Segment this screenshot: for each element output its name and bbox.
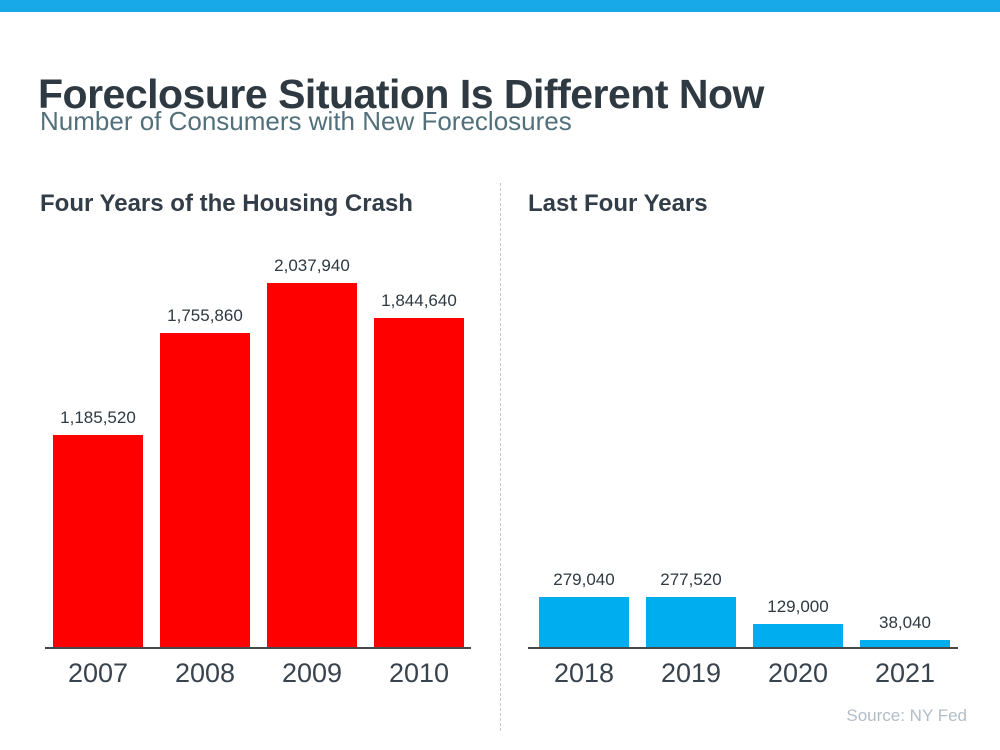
bar-value-label: 1,844,640 [381,291,457,310]
x-axis-label-2021: 2021 [874,658,936,688]
chart-title-housing-crash: Four Years of the Housing Crash [40,190,413,217]
x-axis-label-2020: 2020 [767,658,829,688]
bar-fill-2019 [646,597,736,647]
bar-2021: 38,040 [860,247,950,647]
bar-value-label: 279,040 [553,570,615,589]
x-axis-label-2010: 2010 [388,658,450,688]
bar-fill-2010 [374,318,464,647]
x-axis-line-housing-crash [45,647,471,649]
bar-value-label: 2,037,940 [274,256,350,275]
bars-last-four-years: 279,040 277,520 129,000 38,040 [539,247,950,647]
bar-2020: 129,000 [753,247,843,647]
page-title: Foreclosure Situation Is Different Now [38,71,764,118]
bar-value-label: 277,520 [660,570,722,589]
x-axis-label-2019: 2019 [660,658,722,688]
bar-fill-2018 [539,597,629,647]
bar-2007: 1,185,520 [53,247,143,647]
bar-fill-2021 [860,640,950,647]
bar-2019: 277,520 [646,247,736,647]
bar-value-label: 38,040 [879,613,931,632]
bar-value-label: 129,000 [767,597,829,616]
x-axis-label-2018: 2018 [553,658,615,688]
section-divider-dashed-line [500,183,501,731]
bar-value-label: 1,185,520 [60,408,136,427]
chart-title-last-four-years: Last Four Years [528,190,708,217]
top-accent-bar [0,0,1000,12]
page-subtitle: Number of Consumers with New Foreclosure… [40,106,572,136]
bar-fill-2020 [753,624,843,647]
x-axis-labels-last-four-years: 2018 2019 2020 2021 [539,658,950,689]
source-credit: Source: NY Fed [846,706,967,725]
bar-value-label: 1,755,860 [167,306,243,325]
bar-fill-2007 [53,435,143,647]
bar-fill-2009 [267,283,357,647]
bar-2008: 1,755,860 [160,247,250,647]
x-axis-line-last-four-years [528,647,958,649]
x-axis-label-2009: 2009 [281,658,343,688]
x-axis-labels-housing-crash: 2007 2008 2009 2010 [53,658,464,689]
bars-housing-crash: 1,185,520 1,755,860 2,037,940 1,844,640 [53,247,464,647]
bar-fill-2008 [160,333,250,647]
bar-2018: 279,040 [539,247,629,647]
bar-2010: 1,844,640 [374,247,464,647]
bar-2009: 2,037,940 [267,247,357,647]
x-axis-label-2007: 2007 [67,658,129,688]
x-axis-label-2008: 2008 [174,658,236,688]
